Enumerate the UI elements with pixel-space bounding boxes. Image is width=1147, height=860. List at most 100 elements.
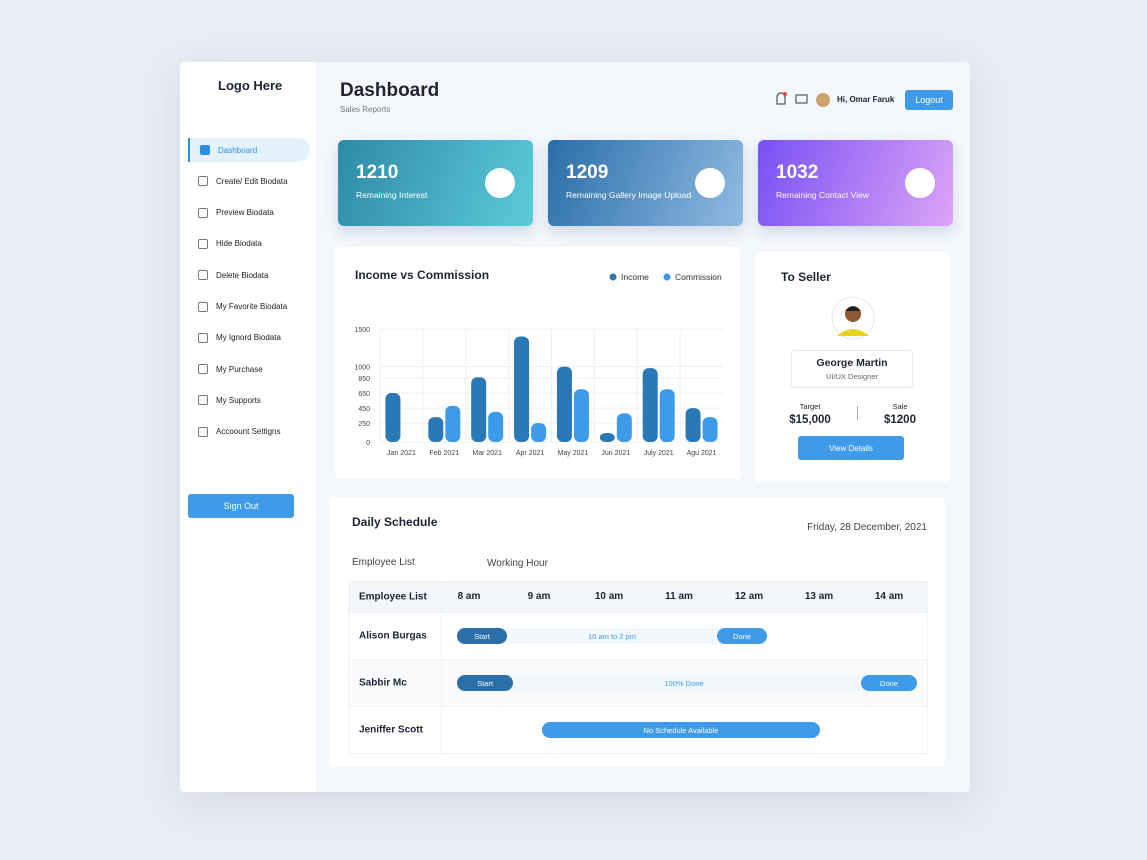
x-tick-label: Mar 2021 [472, 450, 502, 457]
employee-name: Sabbir Mc [359, 677, 407, 689]
menu-icon [198, 364, 208, 375]
table-row: Sabbir Mc 100% Done Start Done [349, 659, 927, 706]
stat-icon[interactable] [695, 168, 725, 198]
schedule-title: Daily Schedule [352, 515, 438, 529]
header-cell: Employee List [359, 591, 427, 603]
stat-label: Remaining Gallery Image Upload [566, 190, 692, 200]
menu-item[interactable]: Accoount Settigns [188, 420, 310, 444]
bar [428, 417, 444, 442]
stat-label: Remaining Interest [356, 190, 428, 200]
x-tick-label: Jan 2021 [387, 450, 416, 457]
menu-item[interactable]: My Favorite Biodata [188, 295, 310, 319]
menu-icon [198, 176, 208, 187]
sidebar: Logo Here Dashboard Create/ Edit Biodata P… [180, 62, 316, 792]
menu-label: Hide Biodata [216, 239, 262, 249]
schedule-panel: Daily Schedule Friday, 28 December, 2021… [330, 497, 945, 767]
menu-icon [198, 426, 208, 437]
stat-value: 1209 [566, 162, 609, 183]
logout-button[interactable]: Logout [905, 90, 953, 110]
bell-icon[interactable] [776, 92, 786, 105]
logo: Logo Here [218, 78, 283, 93]
header-cell: 8 am [457, 591, 481, 602]
menu-item[interactable]: My Purchase [188, 357, 310, 381]
page-title: Dashboard [340, 80, 440, 101]
bar [556, 366, 572, 442]
page-subtitle: Sales Reports [340, 105, 391, 114]
menu-icon [198, 238, 208, 249]
menu-icon [200, 145, 210, 155]
user-avatar[interactable] [816, 93, 830, 107]
y-tick-label: 1000 [354, 365, 370, 372]
x-tick-label: Apr 2021 [516, 450, 545, 457]
legend-swatch [609, 273, 617, 281]
stat-icon[interactable] [905, 168, 935, 198]
chart: Income vs Commission Income Commission 0 250… [354, 268, 723, 457]
menu-icon [198, 332, 208, 343]
greeting: Hi, Omar Faruk [837, 95, 895, 104]
seller-role: UI/UX Designer [825, 372, 879, 381]
bar [488, 411, 504, 442]
schedule-table: Employee List 8 am 9 am 10 am 11 am 12 am 13 a… [348, 581, 928, 754]
bar [642, 368, 658, 442]
menu-label: Delete Biodata [216, 270, 269, 280]
legend-label: Income [621, 272, 649, 282]
menu-label: Preview Biodata [216, 208, 274, 218]
menu-label: My Supports [216, 395, 261, 405]
menu-item[interactable]: My Supports [188, 388, 310, 412]
stat-card: 1210 Remaining Interest [338, 140, 533, 226]
menu-label: My Purchase [216, 364, 263, 374]
bar [531, 423, 547, 442]
target-value: $15,000 [789, 414, 831, 426]
header-cell: 12 am [734, 591, 764, 602]
stat-value: 1210 [356, 162, 399, 183]
bar [573, 389, 589, 442]
menu-icon [198, 207, 208, 218]
menu-item[interactable]: Hide Biodata [188, 232, 310, 256]
schedule-date: Friday, 28 December, 2021 [807, 522, 927, 533]
stat-label: Remaining Contact View [776, 190, 869, 200]
employee-name: Alison Burgas [359, 630, 427, 642]
column-divider [441, 660, 442, 706]
header-cell: 10 am [594, 591, 624, 602]
no-schedule-bar: No Schedule Available [542, 722, 820, 738]
sale-value: $1200 [884, 414, 916, 426]
seller-info: George Martin UI/UX Designer [791, 350, 913, 388]
legend-swatch [663, 273, 671, 281]
divider [857, 406, 858, 420]
table-header: Employee List 8 am 9 am 10 am 11 am 12 am 13 a… [349, 582, 927, 612]
mail-icon[interactable] [795, 94, 808, 104]
menu-icon [198, 395, 208, 406]
menu-icon [198, 270, 208, 281]
chart-title: Income vs Commission [355, 268, 489, 282]
seller-title: To Seller [781, 270, 831, 284]
target-label: Target [799, 402, 821, 411]
header-icons [776, 92, 830, 107]
y-tick-label: 650 [358, 391, 370, 398]
start-pill: Start [457, 675, 513, 691]
seller-panel: To Seller George Martin UI/UX Designer T… [755, 252, 950, 482]
header-cell: 11 am [665, 591, 693, 602]
dashboard-card: Logo Here Dashboard Create/ Edit Biodata P… [180, 62, 970, 792]
menu-item[interactable]: Create/ Edit Biodata [188, 169, 310, 193]
y-tick-label: 1500 [354, 327, 370, 334]
menu-icon [198, 301, 208, 312]
menu-label: Accoount Settigns [216, 427, 281, 437]
x-tick-label: Jun 2021 [601, 450, 630, 457]
view-details-button[interactable]: View Details [798, 436, 904, 460]
bar [685, 408, 701, 442]
menu-label: My Favorite Biodata [216, 302, 288, 311]
stat-icon[interactable] [485, 168, 515, 198]
menu-label: My Ignord Biodata [216, 333, 281, 343]
stat-value: 1032 [776, 162, 819, 183]
stat-card: 1209 Remaining Gallery Image Upload [548, 140, 743, 226]
sign-out-button[interactable]: Sign Out [188, 494, 294, 518]
target-block: Target $15,000 [785, 402, 835, 426]
menu-label: Dashboard [218, 145, 258, 155]
bar [616, 413, 632, 442]
menu-item[interactable]: Delete Biodata [188, 263, 310, 287]
table-row: Alison Burgas 10 am to 2 pm Start Done [349, 612, 927, 659]
menu-item[interactable]: Dashboard [188, 138, 310, 162]
menu-item[interactable]: My Ignord Biodata [188, 326, 310, 350]
menu-item[interactable]: Preview Biodata [188, 201, 310, 225]
